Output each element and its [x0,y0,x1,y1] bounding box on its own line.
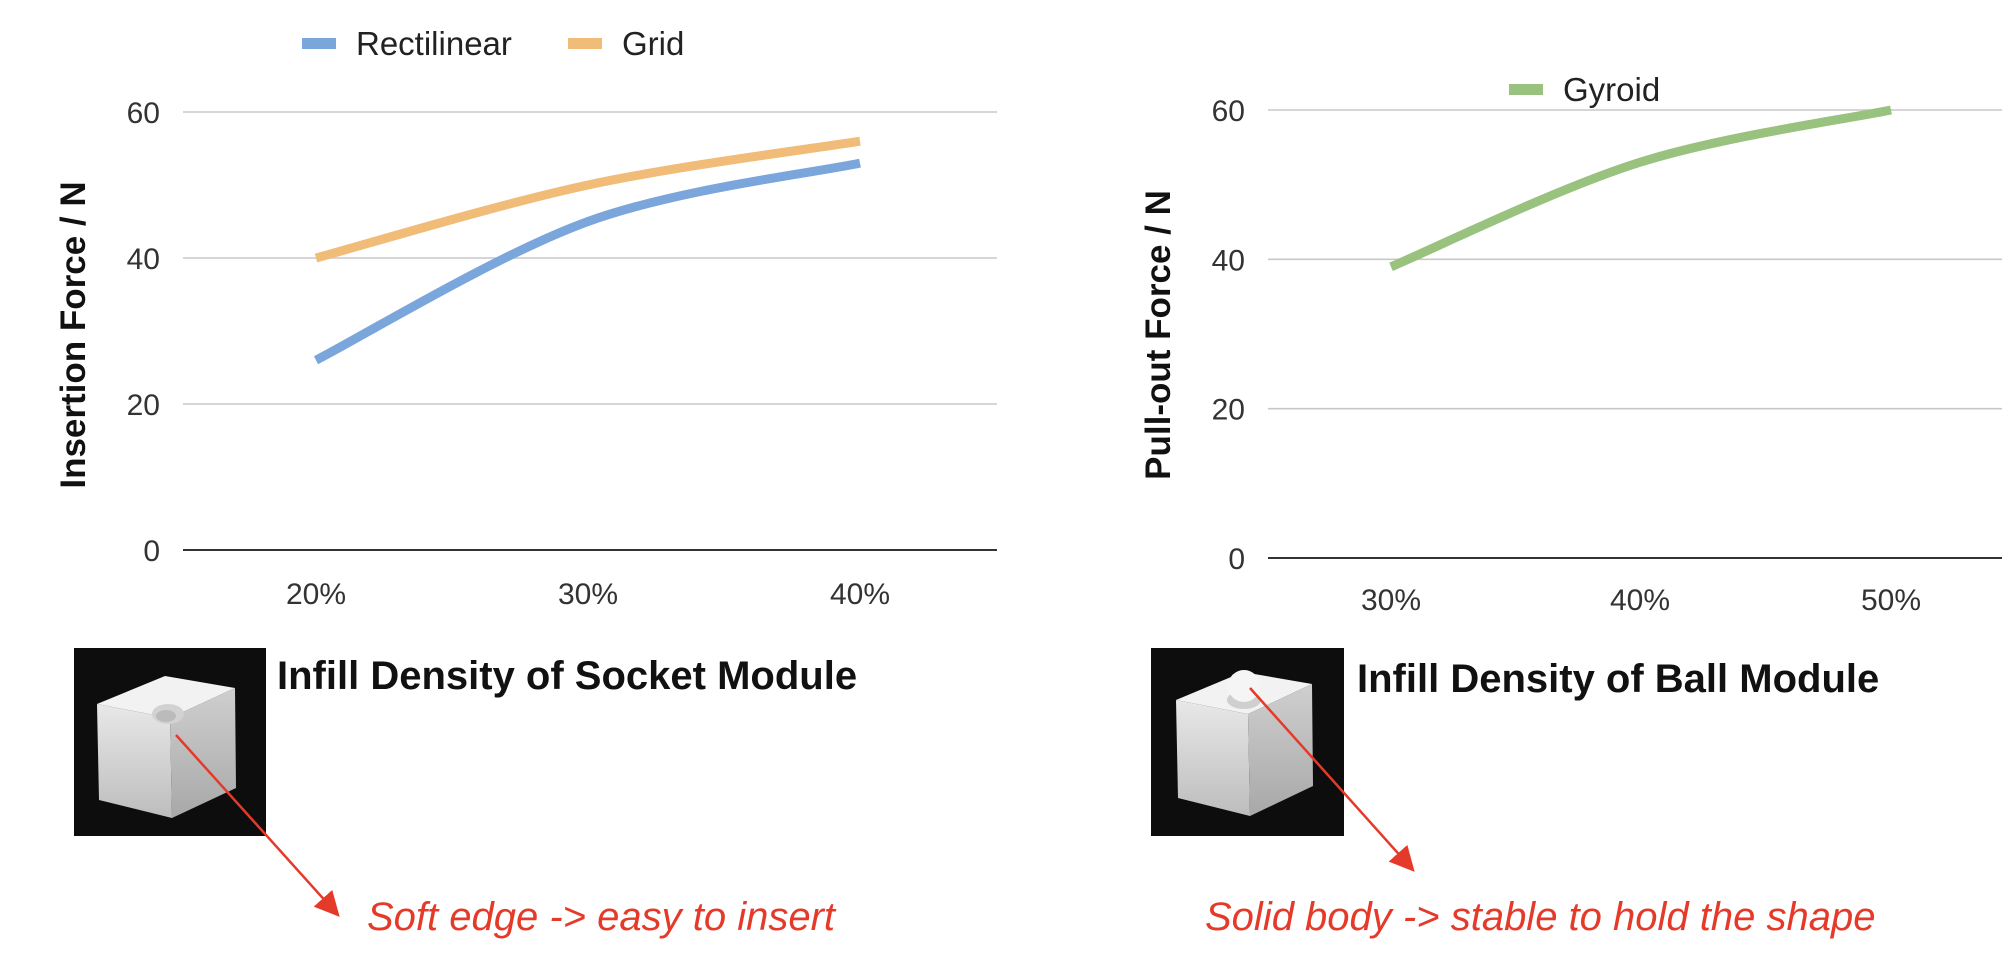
ball-annotation: Solid body -> stable to hold the shape [1205,895,1875,939]
socket-y-tick-label: 60 [127,97,160,130]
ball-data-point-gyroid [1390,266,1392,268]
socket-x-tick-label: 30% [558,578,618,611]
socket-y-tick-label: 20 [127,389,160,422]
socket-data-point-rectilinear [315,359,317,361]
ball-chart-x-axis-label: Infill Density of Ball Module [1357,657,1879,701]
socket-legend-label: Grid [622,25,684,62]
socket-x-tick-label: 20% [286,578,346,611]
ball-chart-y-axis-label: Pull-out Force / N [1139,190,1178,480]
ball-chart-grid [1268,109,2002,559]
socket-series-line-grid [314,136,861,263]
socket-y-tick-label: 40 [127,243,160,276]
ball-series-line-gyroid [1389,105,1892,271]
socket-data-point-grid [859,140,861,142]
ball-y-tick-label: 20 [1212,394,1245,427]
ball-y-tick-label: 60 [1212,95,1245,128]
socket-chart-x-axis-label: Infill Density of Socket Module [277,654,857,698]
socket-x-tick-label: 40% [830,578,890,611]
ball-chart-legend: Gyroid [1509,71,1660,108]
socket-chart: 0 20 40 60 20% 30% 40% Rectilinear Grid Insert… [54,25,997,698]
ball-data-point-gyroid [1639,161,1641,163]
ball-chart-x-ticks: 30% 40% 50% [1361,584,1921,617]
socket-chart-x-ticks: 20% 30% 40% [286,578,890,611]
ball-y-tick-label: 40 [1212,244,1245,277]
socket-legend-swatch [568,38,602,49]
socket-data-point-rectilinear [587,221,589,223]
ball-y-tick-label: 0 [1228,543,1245,576]
socket-chart-series [313,136,861,365]
socket-annotation-arrow [175,734,340,917]
ball-data-point-gyroid [1890,109,1892,111]
socket-data-point-grid [587,184,589,186]
socket-series-line-rectilinear [313,158,861,365]
ball-legend-label: Gyroid [1563,71,1660,108]
socket-annotation: Soft edge -> easy to insert [367,895,837,939]
ball-legend-swatch [1509,84,1543,95]
ball-chart: 0 20 40 60 30% 40% 50% Gyroid Pull-out Force … [1139,71,2002,701]
ball-chart-series [1389,105,1892,271]
socket-chart-grid [183,111,997,551]
ball-x-tick-label: 30% [1361,584,1421,617]
socket-data-point-grid [315,257,317,259]
ball-chart-y-ticks: 0 20 40 60 [1212,95,1245,576]
ball-cube-photo [1151,648,1344,836]
socket-legend-swatch [302,38,336,49]
socket-chart-legend: Rectilinear Grid [302,25,684,62]
socket-legend-label: Rectilinear [356,25,512,62]
socket-y-tick-label: 0 [143,535,160,568]
socket-data-point-rectilinear [859,162,861,164]
socket-chart-y-ticks: 0 20 40 60 [127,97,160,568]
socket-chart-y-axis-label: Insertion Force / N [54,181,93,488]
ball-annotation-arrow [1249,687,1415,872]
ball-x-tick-label: 50% [1861,584,1921,617]
ball-x-tick-label: 40% [1610,584,1670,617]
socket-cube-photo [74,648,266,836]
